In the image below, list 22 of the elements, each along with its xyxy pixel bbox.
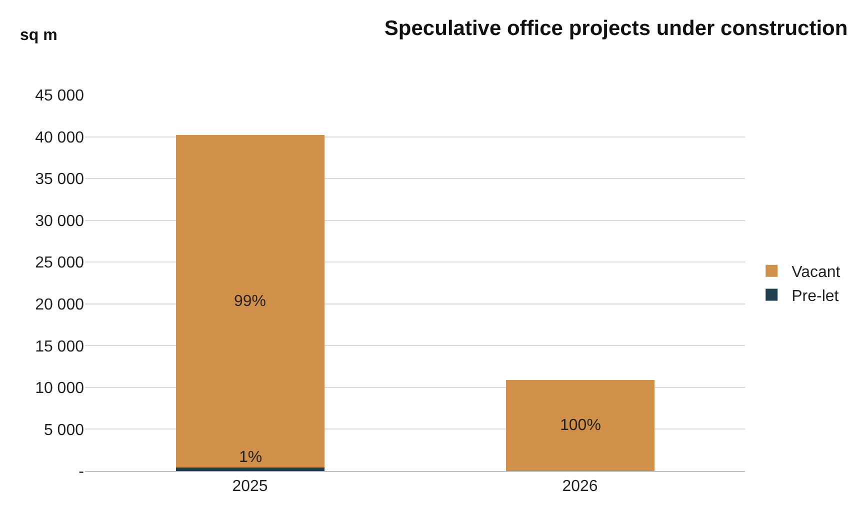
- y-tick-label: 35 000: [35, 171, 84, 188]
- y-axis-title: sq m: [20, 27, 58, 44]
- legend-label: Vacant: [792, 264, 841, 282]
- bar: [506, 380, 654, 471]
- y-tick-label: -: [78, 464, 84, 481]
- x-tick-label: 2025: [232, 478, 268, 496]
- y-tick-label: 10 000: [35, 380, 84, 398]
- bar: [176, 468, 324, 471]
- y-tick-label: 45 000: [35, 88, 84, 105]
- chart-title: Speculative office projects under construction: [384, 17, 848, 40]
- annotation: 100%: [560, 417, 601, 434]
- y-tick-label: 40 000: [35, 129, 84, 146]
- y-tick-label: 5 000: [44, 422, 84, 439]
- bar: [176, 135, 324, 468]
- y-tick-label: 30 000: [35, 212, 84, 230]
- y-tick-label: 20 000: [35, 296, 84, 314]
- annotation: 1%: [239, 449, 262, 466]
- x-tick-label: 2026: [562, 478, 598, 496]
- y-tick-label: 15 000: [35, 338, 84, 356]
- legend-label: Pre-let: [792, 288, 840, 305]
- annotation: 99%: [234, 293, 266, 310]
- y-tick-label: 25 000: [35, 254, 84, 272]
